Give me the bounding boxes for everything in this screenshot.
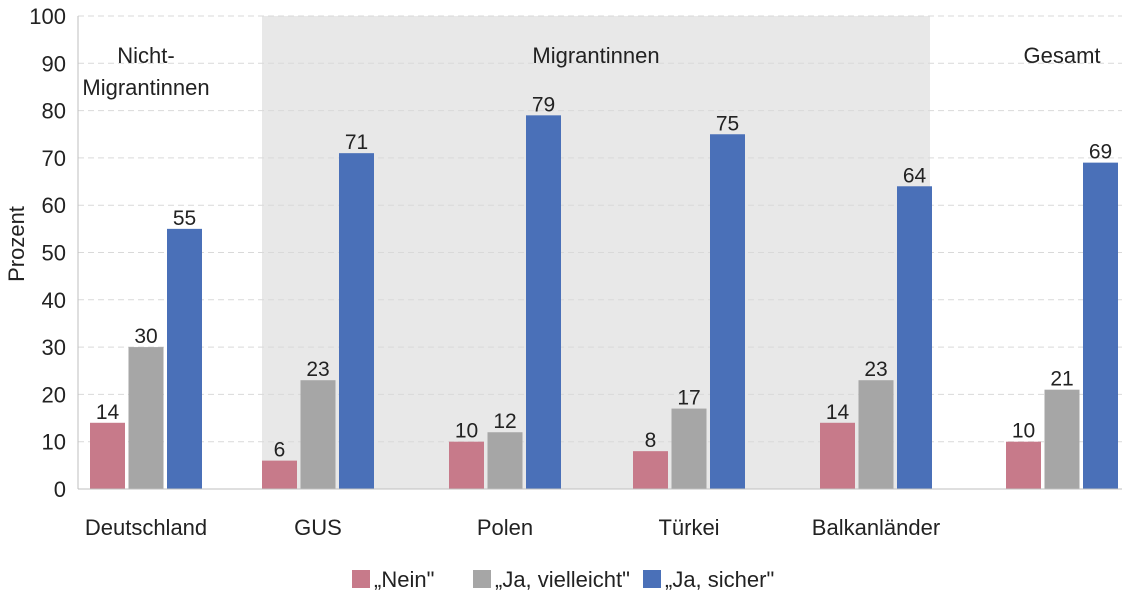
data-label: 79 [532,93,555,116]
y-tick-label: 70 [42,146,66,171]
category-label: Balkanländer [812,515,940,540]
legend-swatch [473,570,491,588]
y-tick-label: 60 [42,193,66,218]
data-label: 23 [864,358,887,381]
bar-series0-cat4 [820,422,855,489]
bar-series2-cat0 [167,228,202,489]
y-tick-label: 30 [42,335,66,360]
value-labels-layer: 14 6 10 8 14 10 30 23 12 17 23 21 55 71 79 75 64 69 [96,93,1112,461]
data-label: 17 [677,387,700,410]
legend-label: „Nein" [374,567,434,592]
bar-series1-cat5 [1044,389,1080,489]
group-label: Migrantinnen [532,43,659,68]
data-label: 75 [716,112,739,135]
y-axis-ticks: 0 10 20 30 40 50 60 70 80 90 100 [29,4,66,502]
data-label: 10 [455,420,478,443]
category-label: GUS [294,515,342,540]
y-tick-label: 90 [42,51,66,76]
y-tick-label: 80 [42,99,66,124]
y-tick-label: 50 [42,241,66,266]
category-label: Deutschland [85,515,207,540]
data-label: 21 [1050,368,1073,391]
y-tick-label: 100 [29,4,66,29]
legend: „Nein" „Ja, vielleicht" „Ja, sicher" [352,567,774,592]
bar-series1-cat1 [300,380,336,489]
data-label: 55 [173,207,196,230]
bar-series0-cat2 [449,441,484,489]
bar-series0-cat3 [633,451,668,489]
category-labels-layer: Deutschland GUS Polen Türkei Balkanländer [85,515,940,540]
data-label: 30 [134,325,157,348]
y-tick-label: 20 [42,382,66,407]
data-label: 12 [493,410,516,433]
bar-series2-cat1 [339,153,374,490]
bar-series0-cat1 [262,460,297,489]
data-label: 8 [645,429,657,452]
group-label: Migrantinnen [82,75,209,100]
data-label: 23 [306,358,329,381]
bar-series1-cat4 [858,380,894,489]
y-tick-label: 40 [42,288,66,313]
axes [77,16,1122,490]
group-label: Nicht- [117,43,174,68]
y-axis-label: Prozent [4,206,29,282]
data-label: 6 [274,439,286,462]
bar-series1-cat0 [128,347,164,489]
category-label: Polen [477,515,533,540]
bar-series2-cat5 [1083,162,1118,489]
legend-swatch [643,570,661,588]
group-label: Gesamt [1023,43,1100,68]
bar-series1-cat3 [671,408,707,489]
data-label: 14 [96,401,120,424]
bar-series0-cat0 [90,422,125,489]
legend-label: „Ja, sicher" [665,567,774,592]
bar-series2-cat4 [897,186,932,489]
gridlines [78,15,1122,443]
y-tick-label: 10 [42,430,66,455]
data-label: 69 [1089,141,1112,164]
category-label: Türkei [658,515,719,540]
bar-series1-cat2 [487,432,523,489]
data-label: 64 [903,164,927,187]
y-tick-label: 0 [54,477,66,502]
bar-series2-cat2 [526,115,561,489]
group-labels-layer: Nicht- Migrantinnen Migrantinnen Gesamt [82,43,1100,100]
data-label: 10 [1012,420,1035,443]
bar-series0-cat5 [1006,441,1041,489]
bars-layer [90,115,1118,490]
data-label: 14 [826,401,850,424]
legend-swatch [352,570,370,588]
bar-series2-cat3 [710,134,745,489]
legend-label: „Ja, vielleicht" [495,567,630,592]
data-label: 71 [345,131,368,154]
